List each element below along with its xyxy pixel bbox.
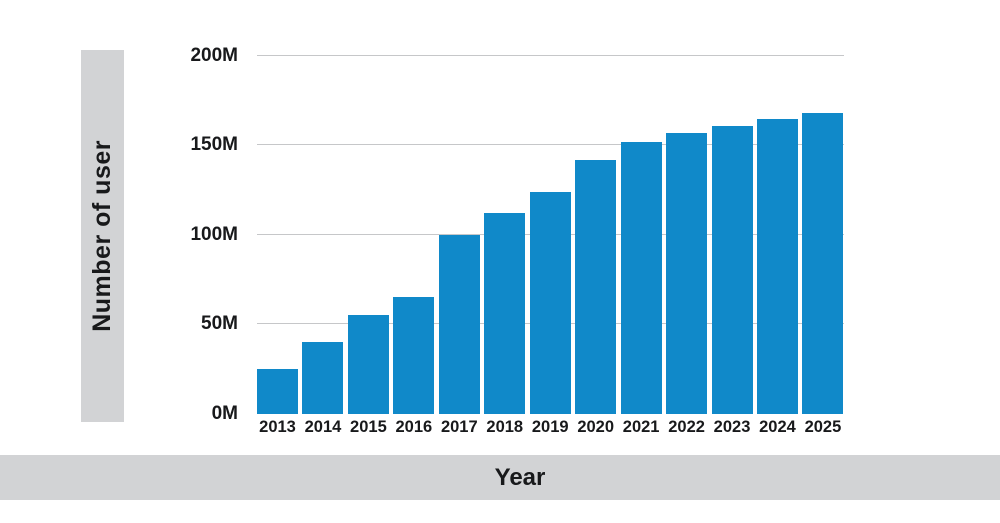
x-tick-label: 2020: [577, 418, 615, 436]
x-tick-label: 2017: [440, 418, 478, 436]
x-tick-label: 2024: [759, 418, 796, 436]
y-axis-tick-labels: 0M 50M 100M 150M 200M: [0, 45, 238, 424]
x-tick-label: 2023: [713, 418, 751, 436]
x-tick-label: 2021: [622, 418, 660, 436]
bar-2020: [575, 159, 617, 414]
bar-2018: [484, 213, 526, 414]
y-tick-label: 50M: [201, 313, 238, 335]
bar-2025: [802, 113, 844, 414]
bar-2022: [666, 132, 708, 414]
x-axis-title: Year: [494, 463, 546, 491]
bar-2019: [529, 191, 571, 414]
x-tick-label: 2013: [259, 418, 296, 436]
y-tick-label: 100M: [190, 223, 238, 245]
x-tick-label: 2018: [486, 418, 524, 436]
x-tick-label: 2019: [531, 418, 569, 436]
bar-2016: [393, 297, 435, 414]
bar-2014: [302, 342, 344, 414]
bar-2017: [438, 234, 480, 414]
y-tick-label: 200M: [190, 45, 238, 66]
y-tick-label: 150M: [190, 134, 238, 156]
x-axis-tick-labels: 2013 2014 2015 2016 2017 2018 2019 2020 2021 2022…: [257, 418, 844, 437]
plot-area: [257, 55, 844, 414]
bar-2015: [347, 315, 389, 414]
bar-2021: [620, 141, 662, 414]
bar-2023: [711, 125, 753, 414]
bar-2024: [756, 118, 798, 414]
x-axis-title-band: Year: [0, 455, 1000, 500]
x-tick-label: 2016: [395, 418, 433, 436]
x-tick-label: 2014: [304, 418, 342, 436]
x-tick-label: 2015: [350, 418, 387, 436]
bar-2013: [257, 368, 298, 414]
bars-container: [257, 56, 844, 414]
y-tick-label: 0M: [211, 402, 238, 424]
gridline: [257, 144, 844, 146]
x-tick-label: 2022: [668, 418, 705, 436]
gridline: [257, 55, 844, 56]
x-tick-label: 2025: [804, 418, 842, 436]
y-axis-title-strip: Number of user: [81, 50, 124, 422]
